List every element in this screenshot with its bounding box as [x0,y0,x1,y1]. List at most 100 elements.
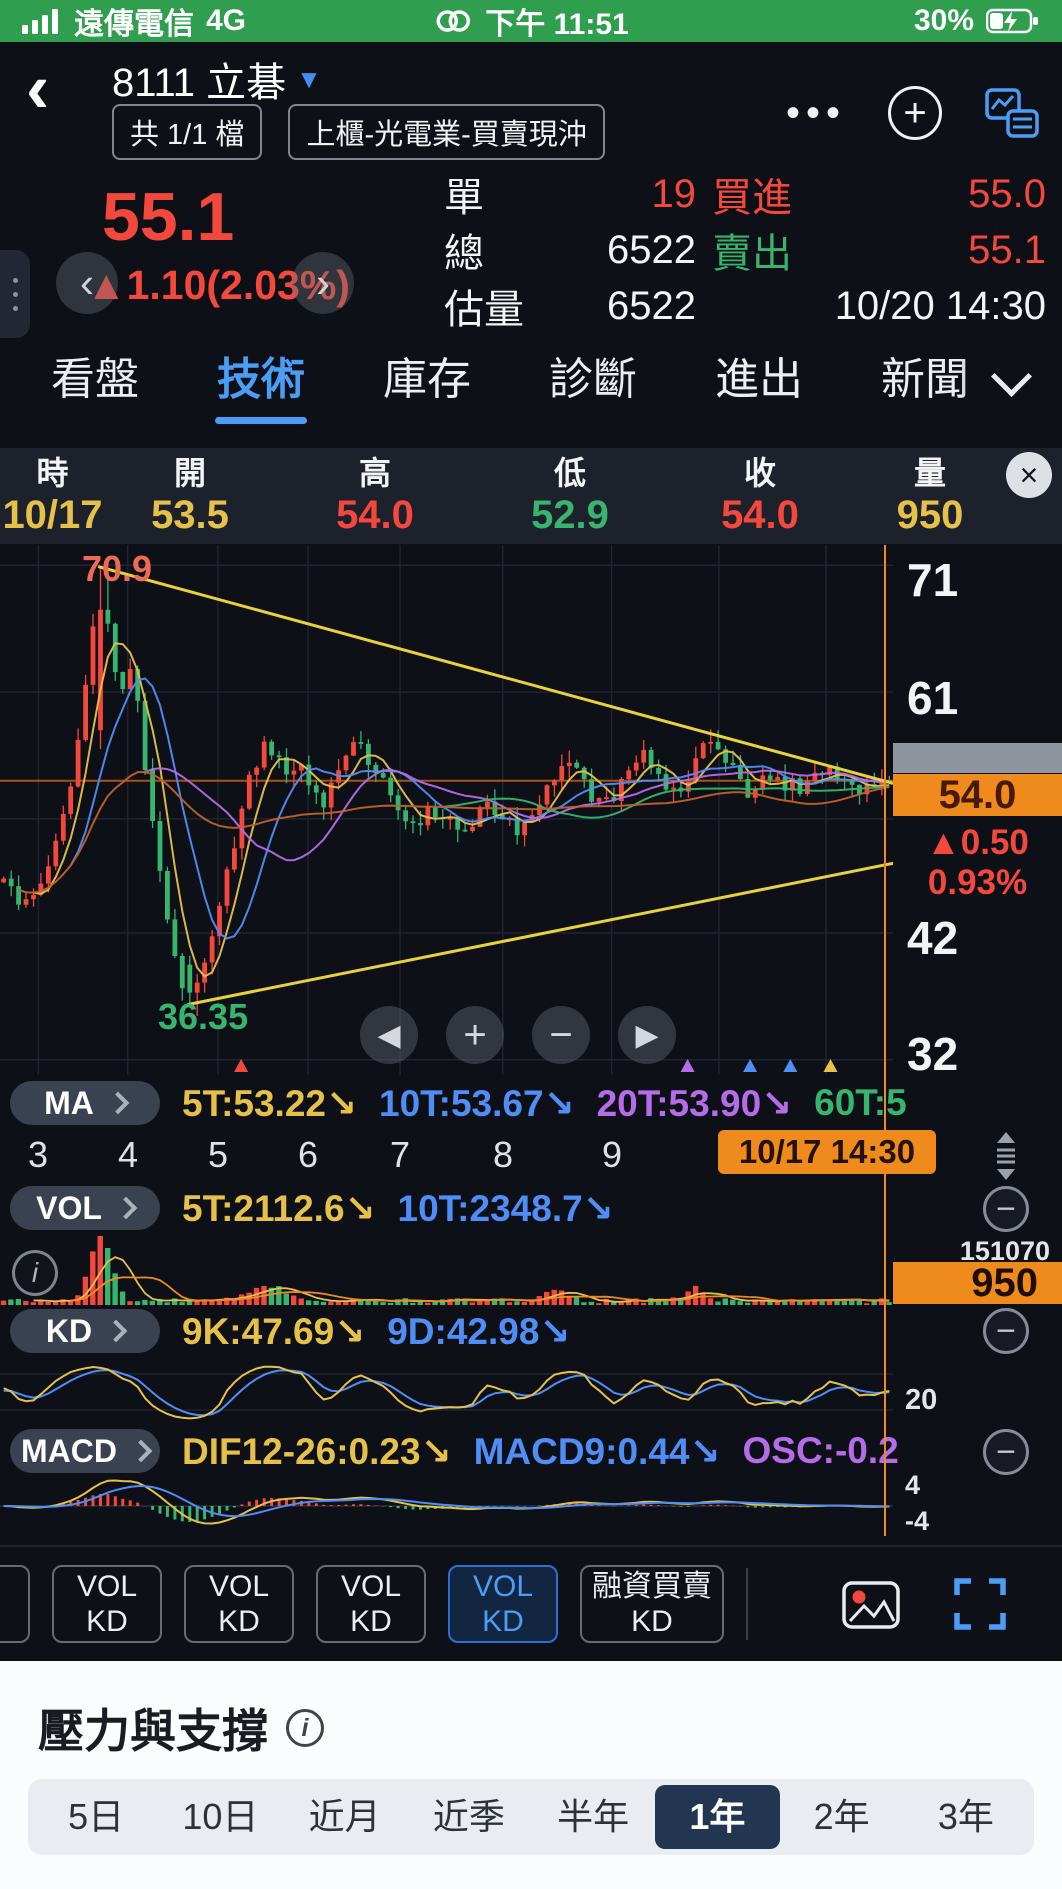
battery-percent-label: 30% [913,4,974,37]
close-readout-button[interactable]: × [1006,452,1052,498]
section-info-button[interactable]: i [286,1709,324,1747]
pan-right-button[interactable]: ▶ [618,1006,676,1064]
collapse-vol-pane-button[interactable]: − [983,1186,1029,1232]
toolbar-button-volkd-active[interactable]: VOL KD [448,1565,558,1643]
period-2y[interactable]: 2年 [813,1796,870,1837]
tab-watch[interactable]: 看盤 [51,355,139,404]
toolbar-button-partial[interactable] [0,1565,30,1643]
toolbar-button-margin-kd[interactable]: 融資買賣 KD [580,1565,724,1643]
button-line2: KD [218,1605,260,1638]
crosshair-line [884,545,886,1536]
x-axis-label: 4 [117,1134,139,1175]
section-tabs: 看盤 技術 庫存 診斷 進出 新聞 [12,332,1062,432]
main-candlestick-chart[interactable] [0,545,893,1075]
vol-indicator-row: VOL 5T:2112.6↘ 10T:2348.7↘ [0,1183,945,1233]
period-10d[interactable]: 10日 [182,1796,259,1837]
stock-title-dropdown[interactable]: 8111 立碁 ▼ [112,50,322,108]
button-line1: 融資買賣 [592,1570,712,1603]
period-5d[interactable]: 5日 [68,1796,125,1837]
zoom-in-icon: + [463,1012,487,1057]
pan-left-icon: ◀ [377,1018,401,1052]
stat-label: 單 [444,176,484,220]
period-half-year[interactable]: 半年 [557,1796,630,1837]
chart-nav-controls: ◀ + − ▶ [360,1006,676,1064]
macd-selector-button[interactable]: MACD [10,1429,160,1473]
stat-value: 6522 [607,283,696,328]
ohlc-label: 量 [913,455,946,491]
minus-icon: − [996,1311,1016,1350]
pan-left-button[interactable]: ◀ [360,1006,418,1064]
macd-indicator-row: MACD DIF12-26:0.23↘ MACD9:0.44↘ OSC:-0.2 [0,1426,945,1476]
back-button[interactable]: ‹ [26,49,50,127]
bid-label: 買進 [712,176,792,220]
period-1y[interactable]: 1年 [655,1785,780,1849]
toolbar-button-volkd-2[interactable]: VOL KD [184,1565,294,1643]
ask-price: 55.1 [968,227,1046,272]
vol-pill-label: VOL [36,1189,102,1226]
kd-chart[interactable] [0,1356,893,1426]
tab-inout[interactable]: 進出 [715,355,803,404]
volume-chart[interactable] [0,1233,893,1305]
zoom-out-button[interactable]: − [532,1006,590,1064]
x-axis-label: 8 [492,1134,514,1175]
network-type-label: 4G [206,4,247,37]
status-bar: 遠傳電信 4G 下午 11:51 30% [0,0,1062,42]
toolbar-button-volkd-1[interactable]: VOL KD [52,1565,162,1643]
kd-selector-button[interactable]: KD [10,1309,160,1353]
last-price: 55.1 [102,179,235,255]
clock-label: 下午 11:51 [485,8,629,41]
ma10-value: 10T:53.67↘ [379,1082,575,1124]
toolbar-button-volkd-3[interactable]: VOL KD [316,1565,426,1643]
axis-tick: 71 [907,554,959,606]
stat-label: 總 [444,232,484,276]
signal-strength-icon [22,9,58,34]
crosshair-date-badge: 10/17 14:30 [718,1130,936,1174]
info-icon: i [31,1257,39,1288]
volume-scale-label: 151070 [959,1236,1050,1266]
collapse-kd-pane-button[interactable]: − [983,1308,1029,1354]
tab-news[interactable]: 新聞 [881,355,969,404]
vol5-value: 5T:2112.6↘ [182,1187,376,1229]
more-options-button[interactable]: ••• [785,90,846,135]
ohlc-label: 收 [743,455,776,491]
info-button[interactable]: i [12,1250,58,1296]
x-axis-label: 7 [389,1134,411,1175]
kd-pill-label: KD [45,1312,93,1349]
tab-technical[interactable]: 技術 [178,332,344,432]
drag-handle[interactable] [0,250,30,338]
chart-windows-icon[interactable] [984,87,1040,139]
period-3y[interactable]: 3年 [937,1796,994,1837]
period-quarter[interactable]: 近季 [432,1796,505,1837]
dif-value: DIF12-26:0.23↘ [182,1430,452,1472]
axis-tick: 32 [907,1028,959,1080]
stock-title: 8111 立碁 [112,61,287,105]
snapshot-icon[interactable] [840,1575,902,1633]
ohlc-value-time: 10/17 [2,493,103,537]
fullscreen-icon[interactable] [952,1576,1008,1632]
carrier-label: 遠傳電信 [74,8,194,41]
next-stock-button[interactable]: › [292,252,354,314]
ohlc-label: 開 [173,455,206,491]
macd-upper-label: 4 [905,1470,921,1500]
ohlc-value-close: 54.0 [721,493,799,537]
ask-label: 賣出 [712,232,792,276]
prev-stock-button[interactable]: ‹ [56,252,118,314]
add-to-watchlist-button[interactable]: + [888,86,942,140]
tabs-expand-button[interactable] [960,332,1062,432]
period-month[interactable]: 近月 [308,1796,381,1837]
x-axis-label: 3 [27,1134,49,1175]
crosshair-volume-badge: 950 [893,1261,1062,1305]
ohlc-readout-bar: 時 10/17 開 53.5 高 54.0 低 52.9 收 54.0 量 950 [0,448,1062,544]
vol-selector-button[interactable]: VOL [10,1186,160,1230]
tab-diagnosis[interactable]: 診斷 [549,355,637,404]
price-change-pct: 0.93% [927,863,1028,902]
zoom-in-button[interactable]: + [446,1006,504,1064]
ma-selector-button[interactable]: MA [10,1081,160,1125]
macd-chart[interactable] [0,1476,893,1536]
hotspot-icon [436,10,471,32]
pane-resize-handle[interactable] [988,1130,1024,1182]
collapse-macd-pane-button[interactable]: − [983,1429,1029,1475]
ohlc-value-volume: 950 [896,493,964,537]
pan-right-icon: ▶ [635,1018,659,1052]
tab-inventory[interactable]: 庫存 [383,355,471,404]
